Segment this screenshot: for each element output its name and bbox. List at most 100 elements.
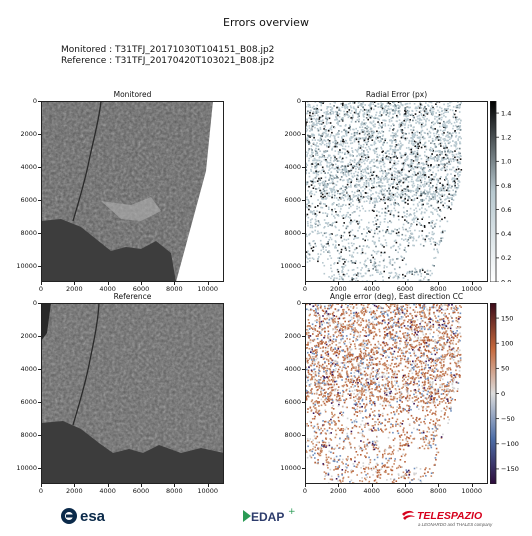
scatter-point: [424, 193, 426, 195]
scatter-point: [418, 418, 420, 421]
scatter-point: [418, 145, 420, 148]
scatter-point: [414, 271, 416, 274]
scatter-point: [431, 368, 434, 371]
scatter-point: [364, 426, 366, 428]
scatter-point: [313, 357, 315, 360]
scatter-point: [310, 247, 313, 250]
scatter-point: [439, 225, 441, 228]
scatter-point: [441, 185, 443, 188]
scatter-point: [318, 320, 321, 323]
scatter-point: [324, 410, 327, 413]
scatter-point: [404, 193, 407, 195]
scatter-point: [384, 452, 386, 455]
scatter-point: [434, 244, 437, 246]
scatter-point: [333, 182, 336, 185]
scatter-point: [436, 188, 438, 190]
scatter-point: [369, 121, 372, 124]
scatter-point: [334, 156, 336, 159]
scatter-point: [326, 166, 328, 168]
scatter-point: [420, 107, 423, 109]
scatter-point: [389, 211, 392, 214]
scatter-point: [392, 105, 395, 107]
scatter-point: [331, 147, 334, 150]
scatter-point: [380, 126, 383, 129]
scatter-point: [352, 136, 354, 138]
scatter-point: [360, 175, 362, 178]
scatter-point: [318, 140, 321, 142]
scatter-point: [338, 244, 340, 246]
scatter-point: [315, 308, 317, 310]
scatter-point: [420, 181, 423, 184]
scatter-point: [403, 162, 405, 165]
scatter-point: [328, 233, 331, 236]
scatter-point: [430, 475, 433, 477]
scatter-point: [312, 213, 314, 215]
scatter-point: [310, 170, 313, 172]
scatter-point: [325, 232, 328, 234]
scatter-point: [374, 429, 376, 432]
scatter-point: [418, 162, 420, 164]
scatter-point: [319, 138, 322, 141]
scatter-point: [384, 364, 386, 367]
scatter-point: [425, 123, 427, 126]
scatter-point: [439, 182, 441, 184]
scatter-point: [365, 180, 368, 183]
scatter-point: [386, 177, 388, 179]
scatter-point: [455, 142, 457, 145]
scatter-point: [342, 279, 345, 281]
scatter-point: [458, 111, 461, 113]
scatter-point: [428, 176, 430, 178]
scatter-point: [404, 139, 407, 141]
scatter-point: [354, 400, 356, 402]
scatter-point: [381, 244, 384, 247]
scatter-point: [356, 237, 358, 239]
scatter-point: [409, 382, 412, 384]
scatter-point: [437, 143, 440, 146]
scatter-point: [313, 172, 316, 174]
scatter-point: [317, 163, 319, 165]
scatter-point: [342, 331, 344, 333]
scatter-point: [434, 222, 437, 225]
scatter-point: [342, 192, 344, 194]
scatter-point: [437, 155, 439, 157]
scatter-point: [427, 191, 429, 194]
scatter-point: [431, 272, 433, 275]
scatter-point: [365, 171, 368, 174]
scatter-point: [308, 440, 310, 442]
scatter-point: [352, 128, 354, 131]
scatter-point: [424, 306, 427, 308]
scatter-point: [383, 138, 386, 141]
scatter-point: [306, 196, 308, 198]
scatter-point: [356, 403, 359, 405]
scatter-point: [390, 457, 392, 460]
scatter-point: [390, 221, 393, 224]
scatter-point: [333, 320, 336, 322]
scatter-point: [435, 157, 438, 160]
scatter-point: [318, 187, 320, 189]
scatter-point: [323, 190, 326, 192]
scatter-point: [348, 111, 350, 113]
scatter-point: [391, 135, 394, 137]
scatter-point: [328, 145, 331, 148]
scatter-point: [312, 178, 315, 181]
scatter-point: [321, 116, 323, 118]
scatter-point: [411, 166, 414, 169]
scatter-point: [381, 105, 383, 108]
scatter-point: [325, 134, 328, 137]
scatter-point: [330, 126, 332, 129]
scatter-point: [376, 464, 379, 466]
scatter-point: [328, 323, 331, 326]
scatter-point: [306, 137, 308, 140]
scatter-point: [347, 238, 350, 240]
scatter-point: [417, 143, 419, 145]
scatter-point: [447, 322, 449, 325]
scatter-point: [355, 186, 358, 188]
scatter-point: [349, 333, 352, 335]
scatter-point: [423, 125, 425, 128]
scatter-point: [332, 401, 334, 403]
scatter-point: [409, 119, 411, 121]
scatter-point: [359, 137, 362, 140]
scatter-point: [446, 146, 448, 149]
scatter-point: [416, 180, 418, 182]
scatter-point: [423, 174, 426, 176]
